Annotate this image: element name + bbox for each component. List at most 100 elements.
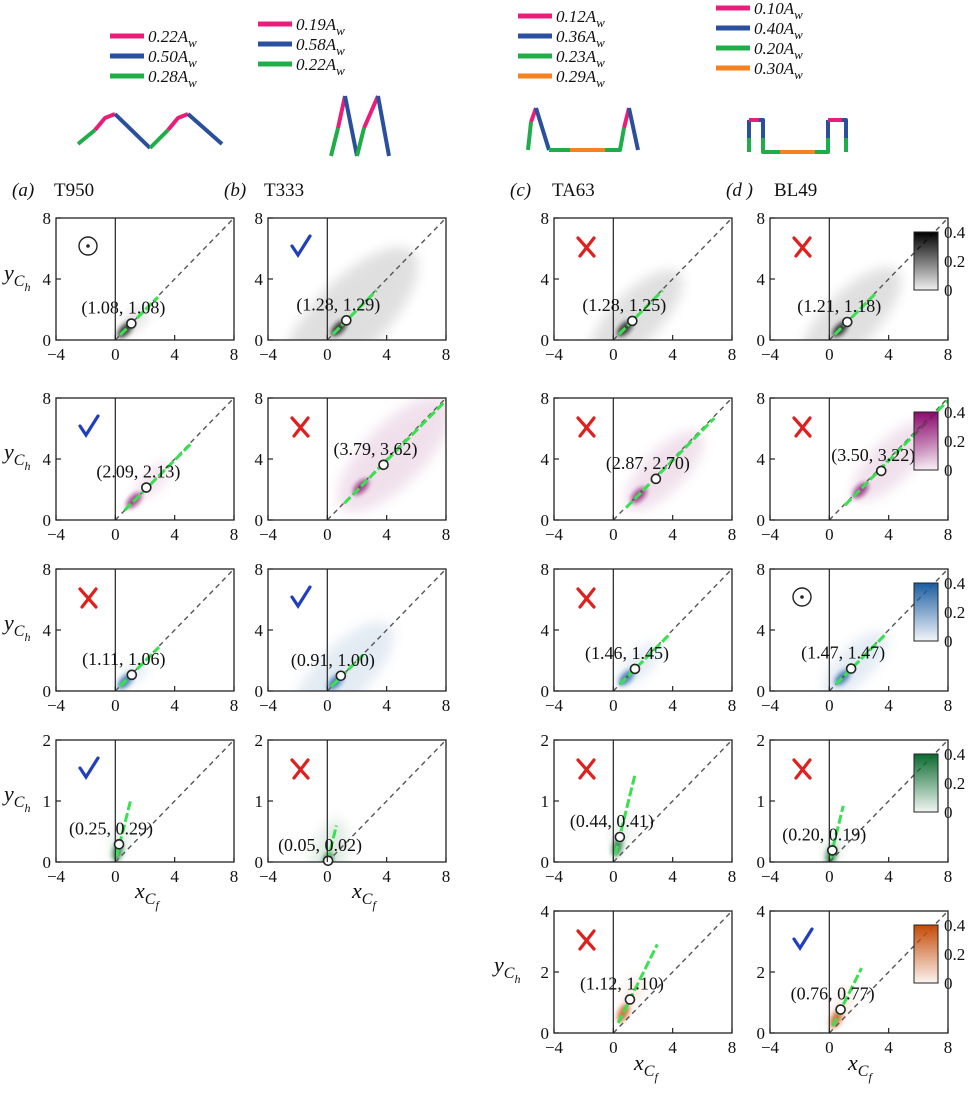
x-tick-label: 0	[111, 696, 120, 715]
density-map	[326, 398, 446, 520]
x-tick-label: 8	[944, 345, 953, 364]
centroid-marker	[629, 663, 641, 675]
x-tick-label: 4	[884, 867, 893, 886]
colorbar-gray: 0.4 0.2 0	[913, 223, 966, 300]
y-tick-label: 4	[757, 621, 766, 640]
centroid-label: (1.21, 1.18)	[797, 296, 881, 317]
y-tick-label: 4	[255, 450, 264, 469]
x-tick-label: 4	[884, 1038, 893, 1057]
centroid-label: (0.25, 0.29)	[69, 818, 153, 839]
y-tick-label: 0	[43, 853, 52, 872]
x-tick-label: 4	[382, 867, 391, 886]
x-tick-label: 4	[668, 867, 677, 886]
centroid-label: (0.20, 0.19)	[782, 824, 866, 845]
shape-segment	[376, 95, 391, 157]
centroid-marker	[378, 459, 389, 471]
legend-entry: 0.10Aw	[754, 0, 803, 22]
column-header-b: (b)	[224, 180, 246, 201]
x-tick-label: 8	[230, 696, 239, 715]
y-tick-label: 1	[757, 792, 766, 811]
ridge-line	[343, 399, 446, 505]
column-name-a: T950	[54, 180, 94, 201]
x-tick-label: 4	[668, 345, 677, 364]
x-tick-label: 8	[442, 525, 451, 544]
centroid-marker	[845, 663, 857, 674]
y-tick-label: 2	[541, 731, 550, 750]
cross-icon	[576, 929, 596, 951]
legend-entry: 0.36Aw	[556, 27, 605, 50]
cross-icon	[78, 587, 98, 609]
x-tick-label: 0	[609, 525, 618, 544]
x-tick-label: 8	[728, 525, 737, 544]
density-map	[612, 569, 732, 691]
column-headers: (a) T950 (b) T333 (c) TA63 (d ) BL49	[12, 180, 817, 201]
centroid-marker	[126, 318, 137, 329]
x-tick-label: −4	[761, 345, 780, 364]
x-tick-label: 0	[825, 345, 834, 364]
ridge-line	[123, 442, 193, 512]
x-tick-label: 8	[230, 345, 239, 364]
centroid-marker	[624, 994, 636, 1005]
y-tick-label: 4	[255, 621, 264, 640]
x-tick-label: 4	[884, 345, 893, 364]
y-tick-label: 4	[541, 450, 550, 469]
cross-icon	[290, 416, 310, 438]
y-tick-label: 0	[757, 853, 766, 872]
colorbar-pink: 0.4 0.2 0	[913, 403, 966, 480]
column-name-d: BL49	[774, 180, 817, 201]
x-tick-label: 8	[230, 867, 239, 886]
y-tick-label: 4	[541, 902, 550, 921]
shape-segment	[148, 128, 170, 150]
shape-segment	[759, 118, 765, 138]
y-axis-label: yCh	[2, 610, 30, 644]
column-name-c: TA63	[552, 180, 595, 201]
centroid-marker	[341, 315, 352, 326]
y-tick-label: 0	[757, 682, 766, 701]
density-map	[611, 740, 732, 862]
x-tick-label: 8	[728, 1038, 737, 1057]
x-axis-label: xCf	[351, 878, 377, 912]
shape-segment	[362, 95, 380, 129]
x-tick-label: 4	[170, 525, 179, 544]
centroid-marker	[835, 1004, 846, 1015]
y-tick-label: 0	[541, 331, 550, 350]
x-tick-label: 4	[382, 525, 391, 544]
y-tick-label: 1	[255, 792, 264, 811]
x-tick-label: 0	[323, 696, 332, 715]
x-tick-label: 0	[323, 525, 332, 544]
centroid-label: (0.05, 0.02)	[278, 835, 362, 856]
y-tick-label: 2	[757, 731, 766, 750]
x-tick-label: 4	[668, 696, 677, 715]
cross-icon	[792, 758, 812, 780]
x-tick-label: 0	[323, 867, 332, 886]
x-tick-label: 4	[170, 867, 179, 886]
column-name-b: T333	[264, 180, 304, 201]
check-icon	[290, 585, 312, 609]
x-tick-label: 8	[728, 867, 737, 886]
centroid-label: (3.50, 3.22)	[831, 445, 915, 466]
colorbar-tick-label: 0	[944, 974, 953, 993]
shape-c	[526, 107, 640, 152]
x-tick-label: 8	[944, 696, 953, 715]
centroid-marker	[627, 315, 638, 327]
x-tick-label: −4	[47, 696, 66, 715]
centroid-label: (1.46, 1.45)	[585, 643, 669, 664]
y-tick-label: 1	[43, 792, 52, 811]
shape-segment	[605, 127, 626, 152]
centroid-label: (1.47, 1.47)	[801, 643, 885, 664]
y-axis-label: yCh	[492, 952, 520, 986]
centroid-label: (0.91, 1.00)	[291, 650, 375, 671]
column-header-d: (d )	[726, 180, 753, 201]
x-tick-label: −4	[259, 696, 278, 715]
x-tick-label: −4	[761, 696, 780, 715]
x-tick-label: 0	[323, 345, 332, 364]
ridge-line	[119, 645, 161, 688]
x-tick-label: −4	[545, 1038, 564, 1057]
shape-segment	[186, 112, 224, 146]
x-tick-label: −4	[259, 345, 278, 364]
